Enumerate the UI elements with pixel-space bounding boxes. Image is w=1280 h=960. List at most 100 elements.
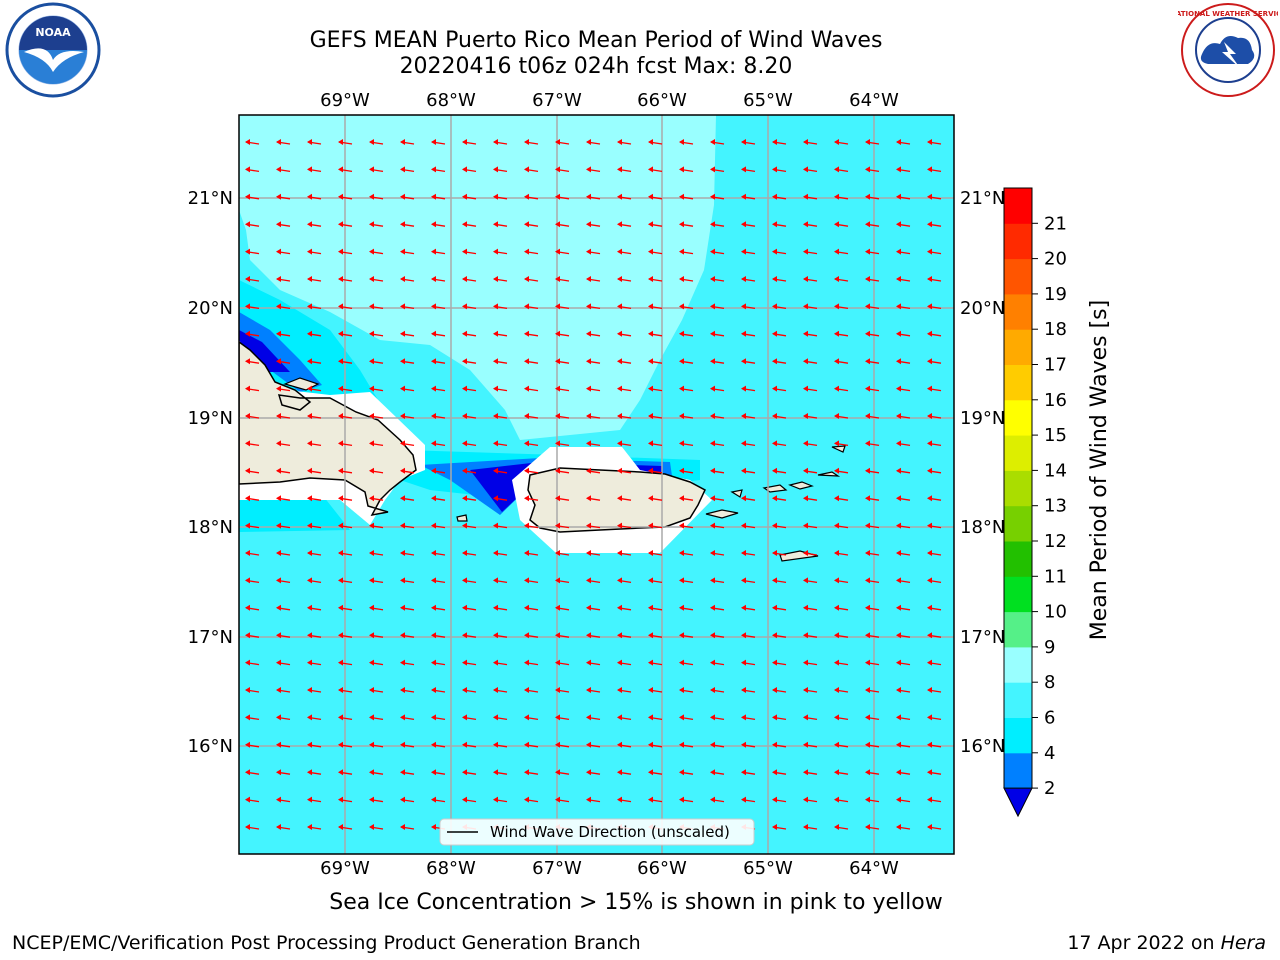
wave-direction-arrowhead [648, 741, 653, 748]
wave-direction-arrowhead [896, 824, 901, 830]
wave-direction-arrowhead [648, 714, 653, 721]
wave-direction-arrowhead [679, 687, 684, 693]
wave-direction-arrowhead [400, 139, 405, 145]
lon-label: 64°W [849, 858, 899, 879]
colorbar-tick-label: 13 [1044, 496, 1067, 517]
wave-direction-arrowhead [493, 248, 498, 255]
colorbar-tick-label: 18 [1044, 319, 1067, 340]
wave-direction-arrowhead [462, 193, 467, 200]
wave-direction-arrowhead [400, 604, 405, 611]
wave-direction-arrowhead [307, 166, 312, 173]
wave-direction-arrowhead [741, 632, 746, 639]
lon-label: 65°W [743, 858, 793, 879]
wave-direction-arrowhead [927, 632, 932, 639]
wave-direction-arrowhead [710, 769, 715, 776]
wave-direction-arrowhead [338, 796, 343, 803]
wave-direction-arrowhead [834, 577, 839, 584]
wave-direction-arrowhead [710, 221, 715, 228]
wave-direction-arrowhead [462, 714, 467, 721]
wave-direction-arrowhead [245, 221, 250, 228]
wave-direction-arrowhead [927, 796, 932, 803]
wave-direction-arrowhead [462, 495, 467, 502]
colorbar-segment [1004, 223, 1032, 260]
wave-direction-arrowhead [493, 440, 498, 447]
wave-direction-arrowhead [307, 139, 312, 145]
wave-direction-arrowhead [710, 413, 715, 419]
wave-direction-arrowhead [834, 413, 839, 419]
wave-direction-arrowhead [276, 769, 281, 776]
wave-direction-arrowhead [400, 358, 405, 365]
wave-direction-arrowhead [710, 632, 715, 639]
wave-direction-arrowhead [741, 385, 746, 392]
wave-direction-arrowhead [276, 276, 281, 282]
wave-direction-arrowhead [307, 330, 312, 337]
wave-direction-arrowhead [648, 632, 653, 639]
wave-direction-arrowhead [524, 577, 529, 584]
wave-direction-arrowhead [276, 824, 281, 830]
wave-direction-arrowhead [617, 714, 622, 721]
wave-direction-arrowhead [865, 550, 870, 556]
wave-direction-arrowhead [431, 440, 436, 447]
colorbar-label: Mean Period of Wind Waves [s] [1087, 300, 1112, 640]
wave-direction-arrowhead [245, 550, 250, 556]
lat-label: 18°N [188, 517, 233, 538]
wave-direction-arrowhead [772, 604, 777, 611]
wave-direction-arrowhead [369, 413, 374, 419]
wave-direction-arrowhead [338, 330, 343, 337]
wave-direction-arrowhead [803, 741, 808, 748]
map-panel [239, 115, 954, 854]
wave-direction-arrowhead [586, 358, 591, 365]
lon-label: 68°W [426, 858, 476, 879]
wave-direction-arrowhead [896, 139, 901, 145]
wave-direction-arrowhead [524, 248, 529, 255]
wave-direction-arrowhead [524, 166, 529, 173]
wave-direction-arrowhead [648, 193, 653, 200]
wave-direction-arrowhead [803, 276, 808, 282]
wave-direction-arrowhead [586, 495, 591, 502]
wave-direction-arrowhead [555, 769, 560, 776]
wave-direction-arrowhead [648, 687, 653, 693]
colorbar-extend-arrow [1003, 787, 1033, 818]
wave-direction-arrowhead [431, 221, 436, 228]
wave-direction-arrowhead [276, 440, 281, 447]
wave-direction-arrowhead [493, 139, 498, 145]
lon-labels-top: 69°W 68°W 67°W 66°W 65°W 64°W [320, 90, 899, 111]
wave-direction-arrowhead [524, 303, 529, 310]
wave-direction-arrowhead [741, 741, 746, 748]
wave-direction-arrowhead [896, 385, 901, 392]
wave-direction-arrowhead [524, 139, 529, 145]
wave-direction-arrowhead [586, 221, 591, 228]
wave-direction-arrowhead [679, 577, 684, 584]
wave-direction-arrowhead [710, 440, 715, 447]
wave-direction-arrowhead [586, 303, 591, 310]
wave-direction-arrowhead [338, 604, 343, 611]
wave-direction-arrowhead [400, 193, 405, 200]
colorbar-tick-label: 10 [1044, 602, 1067, 623]
wave-direction-arrowhead [648, 796, 653, 803]
wave-direction-arrowhead [276, 550, 281, 556]
wave-direction-arrowhead [803, 166, 808, 173]
wave-direction-arrowhead [803, 221, 808, 228]
wave-direction-arrowhead [617, 385, 622, 392]
wave-direction-arrowhead [741, 166, 746, 173]
map-legend: Wind Wave Direction (unscaled) [439, 818, 755, 846]
colorbar-segment [1004, 505, 1032, 542]
wave-direction-arrowhead [865, 413, 870, 419]
wave-direction-arrowhead [741, 604, 746, 611]
wave-direction-arrowhead [245, 714, 250, 721]
wave-direction-arrowhead [710, 659, 715, 666]
wave-direction-arrowhead [400, 495, 405, 502]
land-st-john [788, 481, 814, 490]
wave-direction-arrowhead [369, 577, 374, 584]
wave-direction-arrowhead [679, 659, 684, 666]
land-tortola [817, 471, 841, 477]
wave-direction-arrowhead [710, 522, 715, 529]
wave-direction-arrowhead [772, 413, 777, 419]
wave-direction-arrowhead [338, 440, 343, 447]
wave-direction-arrowhead [431, 550, 436, 556]
colorbar-segment [1004, 717, 1032, 754]
wave-direction-arrowhead [493, 495, 498, 502]
wave-direction-arrowhead [834, 330, 839, 337]
wave-direction-arrowhead [555, 385, 560, 392]
wave-direction-arrowhead [307, 714, 312, 721]
